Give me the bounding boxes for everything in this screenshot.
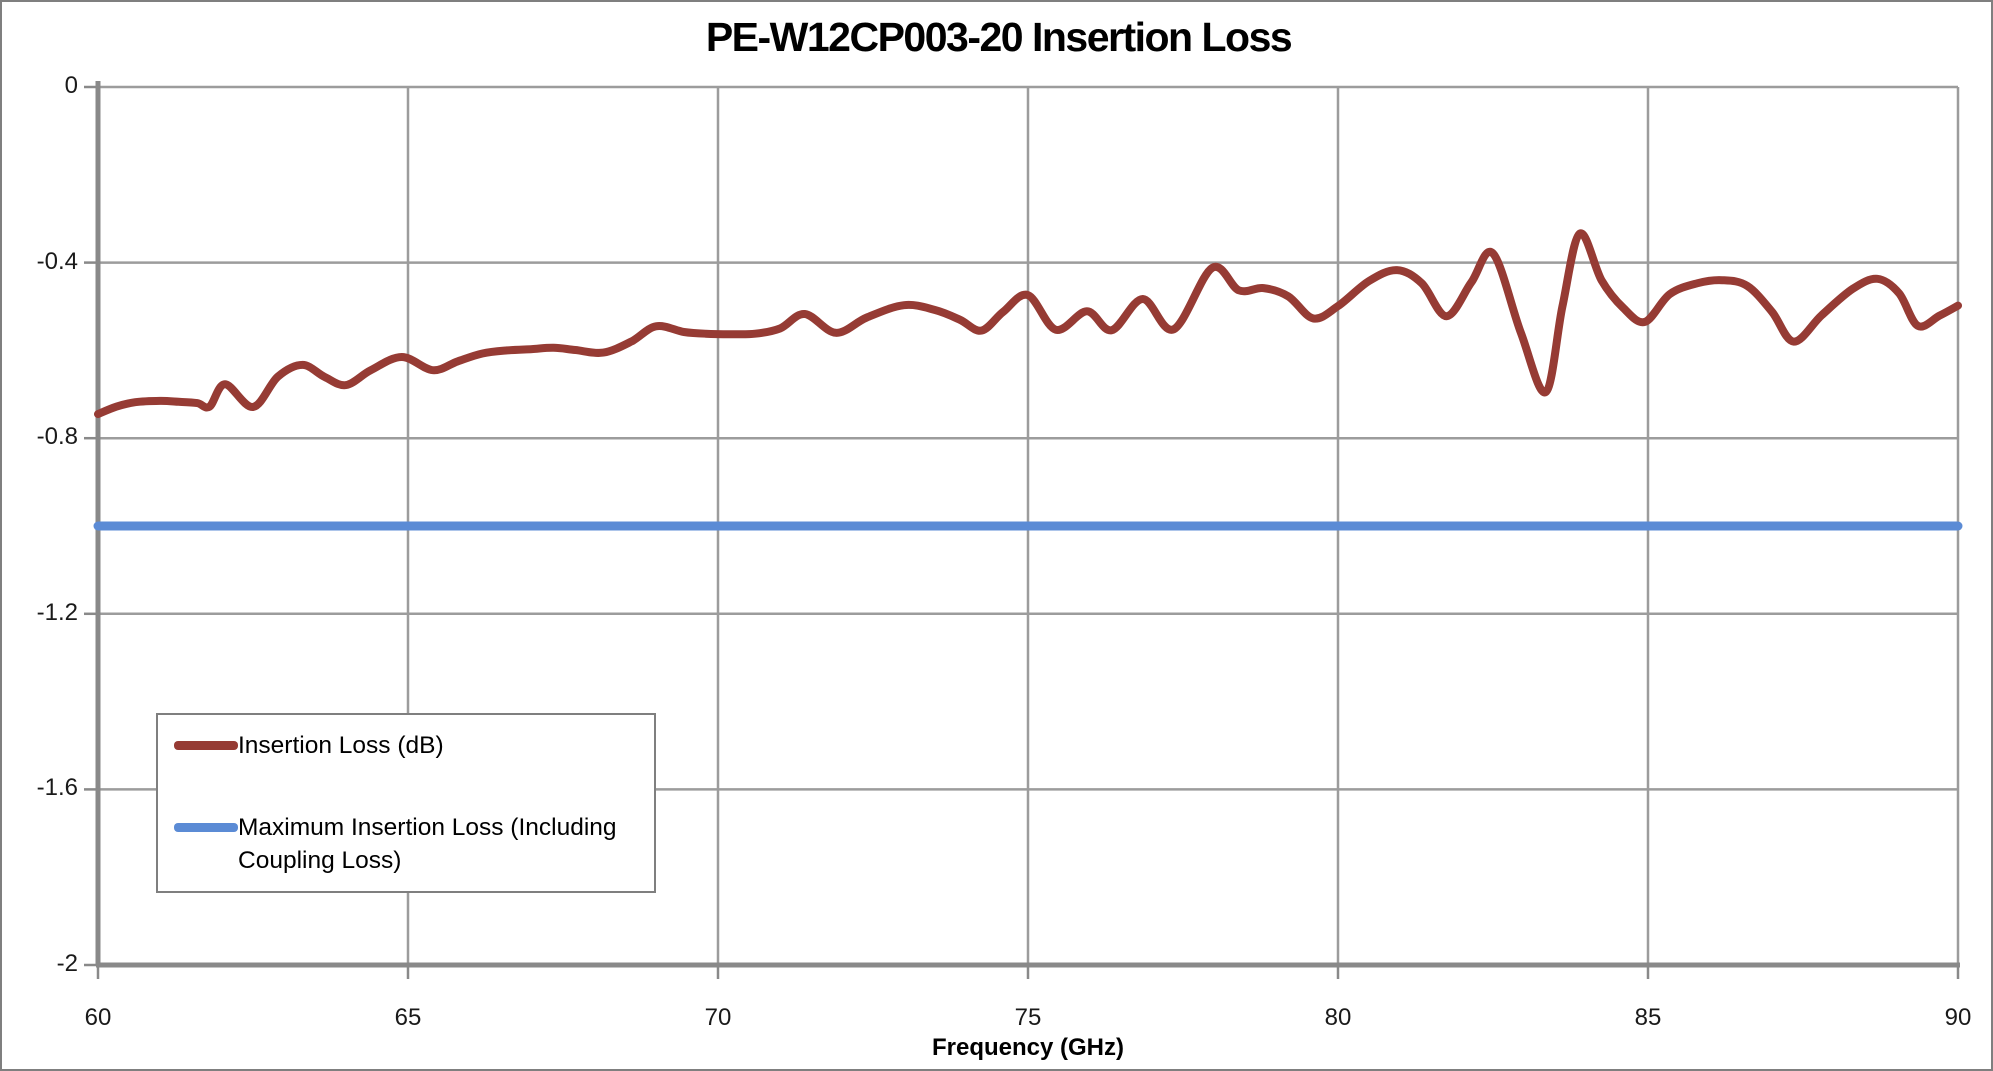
- y-tick-label: 0: [64, 72, 78, 99]
- x-tick-label: 85: [1634, 1004, 1662, 1031]
- x-tick-label: 65: [394, 1004, 422, 1031]
- x-tick-label: 60: [84, 1004, 112, 1031]
- x-axis-title: Frequency (GHz): [931, 1034, 1125, 1061]
- insertion-loss-line: [94, 229, 1962, 419]
- legend-label: Maximum Insertion Loss (Including Coupli…: [238, 814, 617, 874]
- x-tick-label: 70: [704, 1004, 732, 1031]
- y-tick-label: -1.2: [36, 598, 78, 626]
- maximum-insertion-loss-swatch-icon: [174, 823, 238, 832]
- y-tick-label: -0.4: [36, 247, 78, 275]
- x-tick-label: 75: [1014, 1004, 1042, 1031]
- legend: Insertion Loss (dB) Maximum Insertion Lo…: [156, 713, 656, 893]
- legend-item-maximum-insertion-loss: Maximum Insertion Loss (Including Coupli…: [174, 811, 630, 877]
- chart-title: PE-W12CP003-20 Insertion Loss: [705, 14, 1293, 60]
- y-tick-label: -2: [56, 950, 78, 977]
- x-tick-label: 90: [1944, 1004, 1972, 1031]
- x-tick-label: 80: [1324, 1004, 1352, 1031]
- y-tick-label: -0.8: [36, 423, 78, 451]
- legend-label: Insertion Loss (dB): [238, 732, 444, 759]
- y-tick-label: -1.6: [36, 774, 78, 802]
- insertion-loss-swatch-icon: [174, 741, 238, 750]
- legend-item-insertion-loss: Insertion Loss (dB): [174, 729, 444, 762]
